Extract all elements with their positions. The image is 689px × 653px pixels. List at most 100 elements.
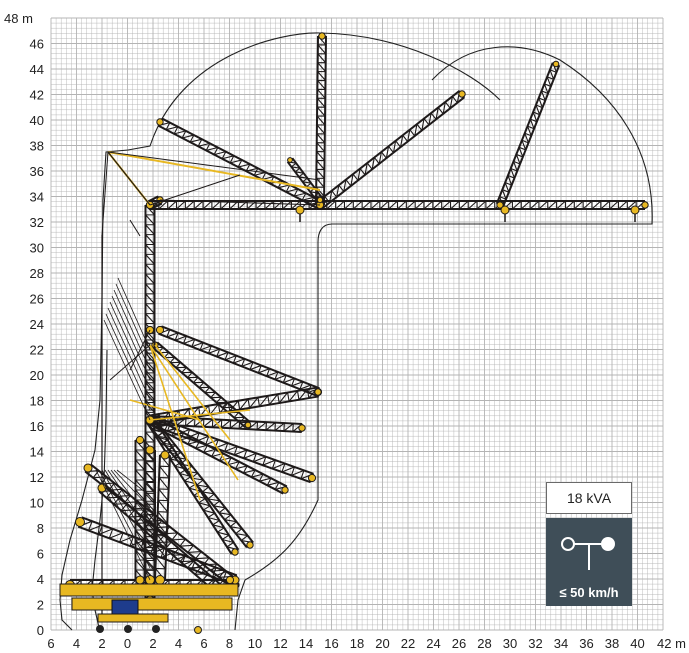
x-tick-label: 10 [248, 636, 262, 651]
wind-limit-box: ≤ 50 km/h [546, 518, 632, 606]
y-tick-label: 22 [30, 343, 44, 358]
x-tick-label: 12 [273, 636, 287, 651]
x-tick-label: 22 [401, 636, 415, 651]
y-tick-label: 0 [37, 623, 44, 638]
crane-chassis [59, 583, 239, 634]
guy-line [115, 283, 151, 361]
guy-line [104, 469, 151, 545]
guy-line [110, 469, 151, 521]
y-tick-label: 40 [30, 113, 44, 128]
outer-envelope-curve [59, 32, 501, 631]
x-tick-label: 30 [503, 636, 517, 651]
x-tick-label: 36 [579, 636, 593, 651]
anemometer-icon [561, 537, 615, 570]
y-tick-label: 30 [30, 241, 44, 256]
yellow-strut [149, 344, 201, 501]
guy-line [107, 151, 151, 206]
guy-line [101, 151, 109, 236]
guy-line [95, 469, 151, 581]
x-tick-label: 20 [375, 636, 389, 651]
hook-block [500, 205, 510, 215]
guy-line [116, 469, 151, 497]
y-tick-label: 44 [30, 62, 44, 77]
x-tick-label: 4 [73, 636, 80, 651]
crane-boom-positions [65, 32, 649, 620]
x-tick-label: 16 [324, 636, 338, 651]
y-tick-label: 8 [37, 521, 44, 536]
y-tick-label: 20 [30, 368, 44, 383]
guy-line [109, 301, 151, 391]
power-rating-box: 18 kVA [546, 482, 632, 514]
guy-line [159, 199, 321, 206]
guy-line [107, 307, 151, 401]
y-tick-label: 16 [30, 419, 44, 434]
guy-line [129, 219, 141, 237]
y-tick-label: 6 [37, 547, 44, 562]
y-tick-label: 10 [30, 496, 44, 511]
y-tick-label: 4 [37, 572, 44, 587]
guy-line [113, 289, 151, 371]
x-tick-label: 34 [554, 636, 568, 651]
hook-block [630, 205, 640, 215]
y-tick-label: 24 [30, 317, 44, 332]
guy-line [111, 295, 151, 381]
x-tick-label: 26 [452, 636, 466, 651]
guy-line [109, 344, 151, 381]
x-tick-label: 6 [200, 636, 207, 651]
y-tick-label: 42 [30, 88, 44, 103]
yellow-strut [154, 344, 231, 441]
lattice-boom [315, 90, 466, 210]
x-tick-label: 32 [528, 636, 542, 651]
y-tick-label: 46 [30, 37, 44, 52]
x-tick-label: 42 m [657, 636, 686, 651]
y-tick-label: 34 [30, 190, 44, 205]
guy-line [129, 329, 151, 371]
lattice-boom [155, 325, 322, 397]
y-tick-label: 12 [30, 470, 44, 485]
y-tick-label: 36 [30, 164, 44, 179]
y-tick-label: 14 [30, 445, 44, 460]
x-tick-label: 18 [350, 636, 364, 651]
x-tick-label: 6 [47, 636, 54, 651]
x-tick-label: 40 [630, 636, 644, 651]
guy-line [105, 313, 151, 411]
y-tick-label: 28 [30, 266, 44, 281]
outer-jib-arc [234, 46, 653, 631]
lattice-boom [156, 117, 325, 210]
y-tick-label: 26 [30, 292, 44, 307]
y-axis-tick-labels: 0246810121416182022242628303234363840424… [4, 11, 44, 638]
x-tick-label: 38 [605, 636, 619, 651]
x-tick-label: 2 [98, 636, 105, 651]
lattice-boom [315, 32, 327, 210]
wind-limit-label: ≤ 50 km/h [559, 585, 619, 600]
y-tick-label: 2 [37, 598, 44, 613]
y-tick-label: 32 [30, 215, 44, 230]
x-tick-label: 2 [149, 636, 156, 651]
y-tick-label: 48 m [4, 11, 33, 26]
lattice-boom [154, 450, 171, 585]
yellow-strut [149, 409, 251, 421]
power-rating-label: 18 kVA [566, 490, 612, 506]
guy-line [113, 469, 151, 509]
yellow-strut [107, 151, 321, 191]
x-tick-label: 0 [124, 636, 131, 651]
x-tick-label: 28 [477, 636, 491, 651]
guy-line [117, 277, 151, 351]
guy-line [107, 469, 151, 533]
guy-line [103, 319, 151, 421]
x-tick-label: 24 [426, 636, 440, 651]
hook-block [295, 205, 305, 215]
y-tick-label: 38 [30, 139, 44, 154]
lattice-boom [495, 60, 561, 209]
guy-line [101, 469, 151, 557]
guy-line [107, 151, 321, 181]
x-tick-label: 8 [226, 636, 233, 651]
yellow-strut [149, 344, 239, 481]
lattice-boom [145, 386, 323, 426]
guy-line [98, 469, 151, 569]
lattice-boom [134, 435, 146, 585]
x-tick-label: 14 [299, 636, 313, 651]
x-axis-tick-labels: 6 4 2 0 2 4 6 8 10 12 14 16 18 20 22 24 26 28 30 32 34 36 38 40… [47, 636, 686, 651]
x-tick-label: 4 [175, 636, 182, 651]
y-tick-label: 18 [30, 394, 44, 409]
